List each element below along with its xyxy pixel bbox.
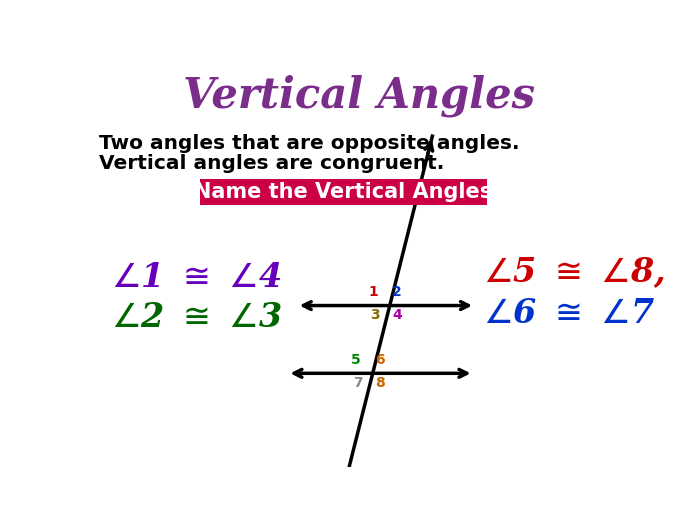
Text: 8: 8 <box>375 375 385 390</box>
Text: $\angle$2 $\cong$ $\angle$3: $\angle$2 $\cong$ $\angle$3 <box>111 301 282 333</box>
Text: $\angle$6 $\cong$ $\angle$7: $\angle$6 $\cong$ $\angle$7 <box>483 297 654 330</box>
Text: 6: 6 <box>375 353 385 367</box>
Text: Name the Vertical Angles: Name the Vertical Angles <box>194 182 492 202</box>
FancyBboxPatch shape <box>200 178 486 205</box>
Text: 2: 2 <box>392 286 402 299</box>
Text: Vertical Angles: Vertical Angles <box>183 74 535 117</box>
Text: 7: 7 <box>353 375 363 390</box>
Text: 5: 5 <box>351 353 361 367</box>
Text: Vertical angles are congruent.: Vertical angles are congruent. <box>99 154 444 173</box>
Text: 1: 1 <box>368 286 378 299</box>
Text: Two angles that are opposite angles.: Two angles that are opposite angles. <box>99 134 519 153</box>
Text: $\angle$1 $\cong$ $\angle$4: $\angle$1 $\cong$ $\angle$4 <box>111 260 281 293</box>
Text: 3: 3 <box>370 308 379 322</box>
Text: $\angle$5 $\cong$ $\angle$8,: $\angle$5 $\cong$ $\angle$8, <box>483 255 665 290</box>
Text: 4: 4 <box>392 308 402 322</box>
